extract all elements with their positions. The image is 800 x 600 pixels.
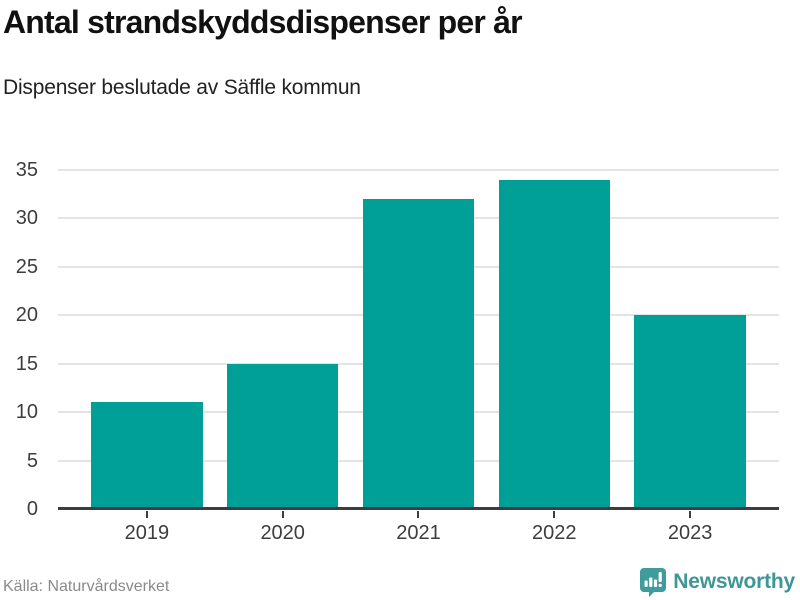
newsworthy-icon [639,567,667,597]
category-band-2020: 2020 [215,170,351,544]
category-band-2021: 2021 [351,170,487,544]
chart-subtitle: Dispenser beslutade av Säffle kommun [3,76,361,99]
y-tick-label: 25 [15,255,38,278]
y-tick-label: 30 [15,207,38,230]
y-axis-labels: 0 5 10 15 20 25 30 35 [0,160,48,519]
bar-2021 [362,199,475,509]
y-tick-label: 5 [26,449,38,472]
source-note: Källa: Naturvårdsverket [3,578,170,595]
bar-2019 [91,402,203,509]
bar-2023 [634,315,746,509]
x-tick-label: 2021 [396,522,441,544]
plot-area: 2019 2020 2021 2022 2023 [58,169,779,544]
x-axis-tick [145,511,148,518]
x-axis-tick [553,511,556,518]
y-tick-label: 0 [26,498,38,520]
y-tick-label: 15 [15,352,38,375]
bars-container: 2019 2020 2021 2022 2023 [79,170,758,544]
y-tick-label: 10 [15,401,38,424]
category-band-2019: 2019 [79,170,215,544]
category-band-2023: 2023 [622,170,758,544]
brand-name: Newsworthy [673,570,795,593]
category-band-2022: 2022 [486,170,622,544]
x-tick-label: 2022 [532,522,577,544]
chart-title: Antal strandskyddsdispenser per år [3,4,523,40]
bar-2022 [498,179,610,509]
y-tick-label: 20 [15,304,38,327]
gridline-35 [58,169,779,171]
x-axis-tick [689,511,692,518]
x-tick-label: 2019 [124,522,170,544]
x-axis-line [58,507,779,510]
x-axis-tick [417,511,420,518]
y-tick-label: 35 [15,159,38,181]
x-tick-label: 2023 [667,522,713,544]
x-tick-label: 2020 [260,522,305,544]
x-axis-tick [281,511,284,518]
newsworthy-logo[interactable]: Newsworthy [639,567,795,597]
bar-2020 [227,363,339,509]
